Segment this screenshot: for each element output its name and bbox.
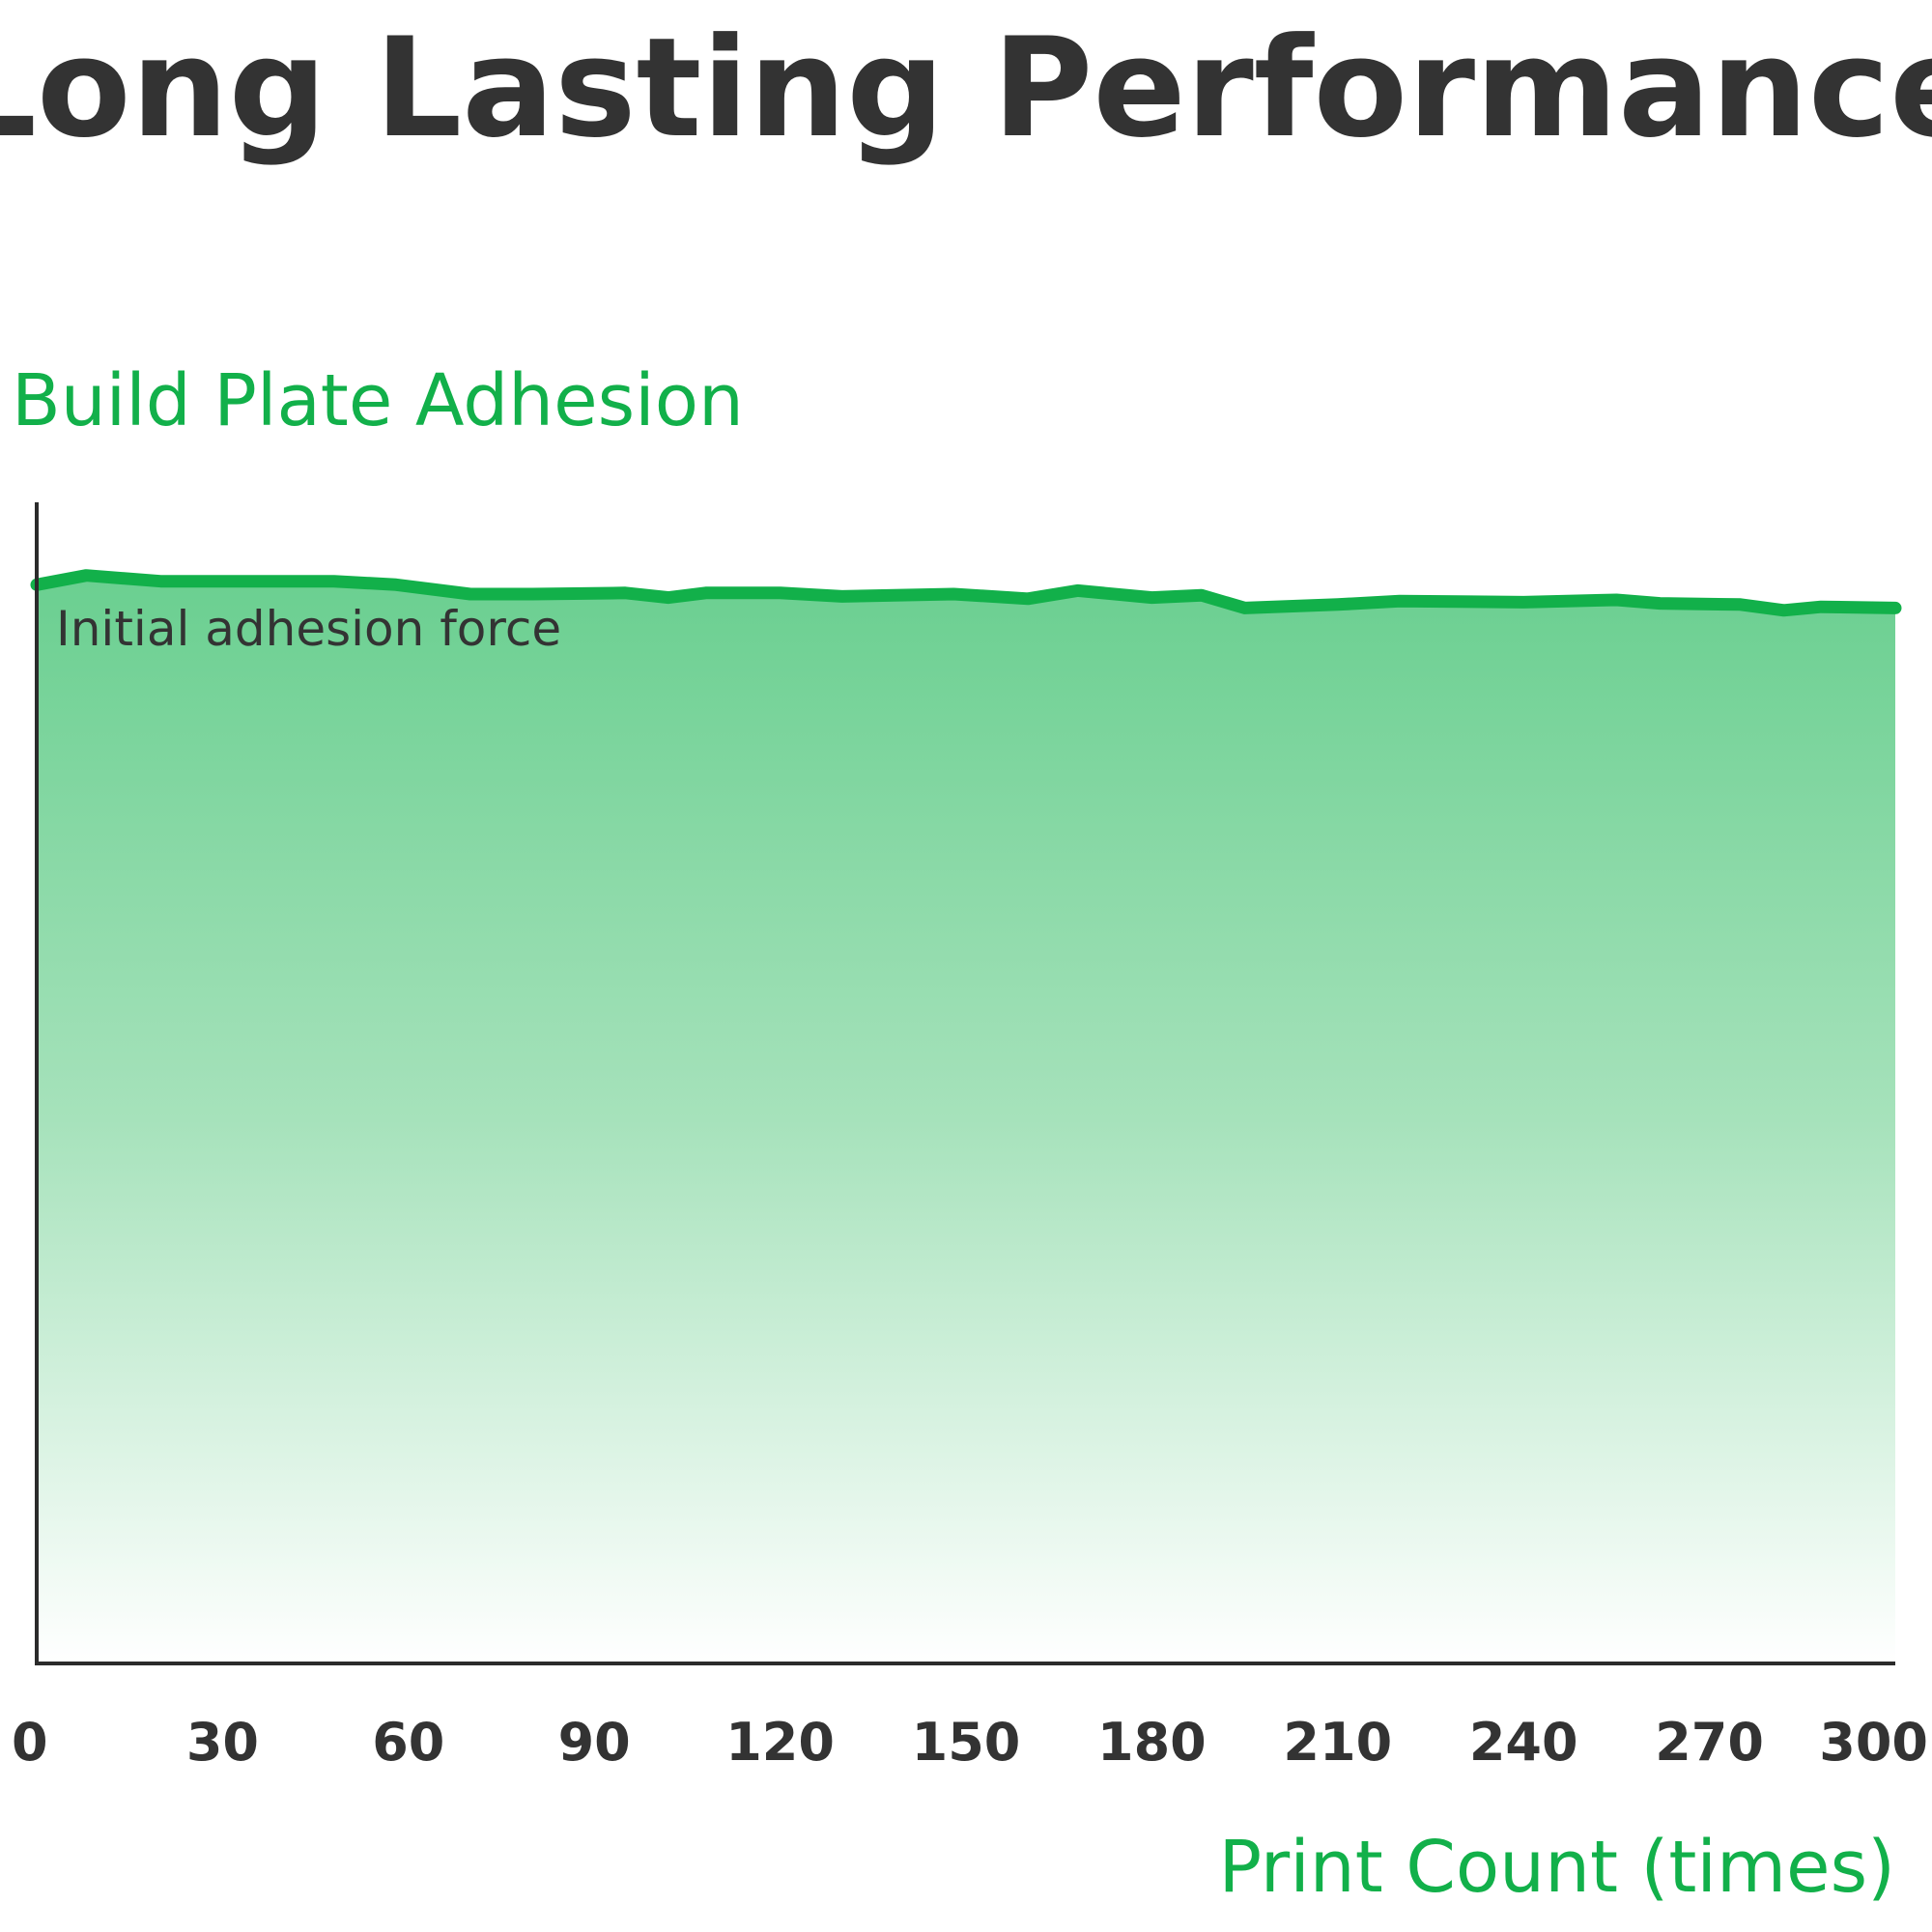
x-tick-labels: 0 30 60 90 120 150 180 210 240 270 300 bbox=[12, 1712, 1928, 1773]
y-axis-label: Build Plate Adhesion bbox=[12, 359, 744, 442]
x-tick-label: 300 bbox=[1819, 1712, 1928, 1773]
x-tick-label: 0 bbox=[12, 1712, 48, 1773]
series-line bbox=[30, 569, 1902, 617]
x-tick-label: 60 bbox=[372, 1712, 444, 1773]
x-tick-label: 210 bbox=[1283, 1712, 1392, 1773]
area-fill bbox=[37, 575, 1895, 1664]
chart-title: Long Lasting Performance bbox=[0, 9, 1932, 168]
x-tick-label: 180 bbox=[1097, 1712, 1207, 1773]
x-axis-label: Print Count (times) bbox=[1218, 1826, 1895, 1909]
annotation-initial-adhesion: Initial adhesion force bbox=[56, 601, 561, 657]
x-tick-label: 150 bbox=[912, 1712, 1021, 1773]
x-tick-label: 120 bbox=[725, 1712, 835, 1773]
x-tick-label: 270 bbox=[1655, 1712, 1764, 1773]
x-tick-label: 90 bbox=[558, 1712, 631, 1773]
x-tick-label: 240 bbox=[1469, 1712, 1578, 1773]
x-tick-label: 30 bbox=[186, 1712, 259, 1773]
